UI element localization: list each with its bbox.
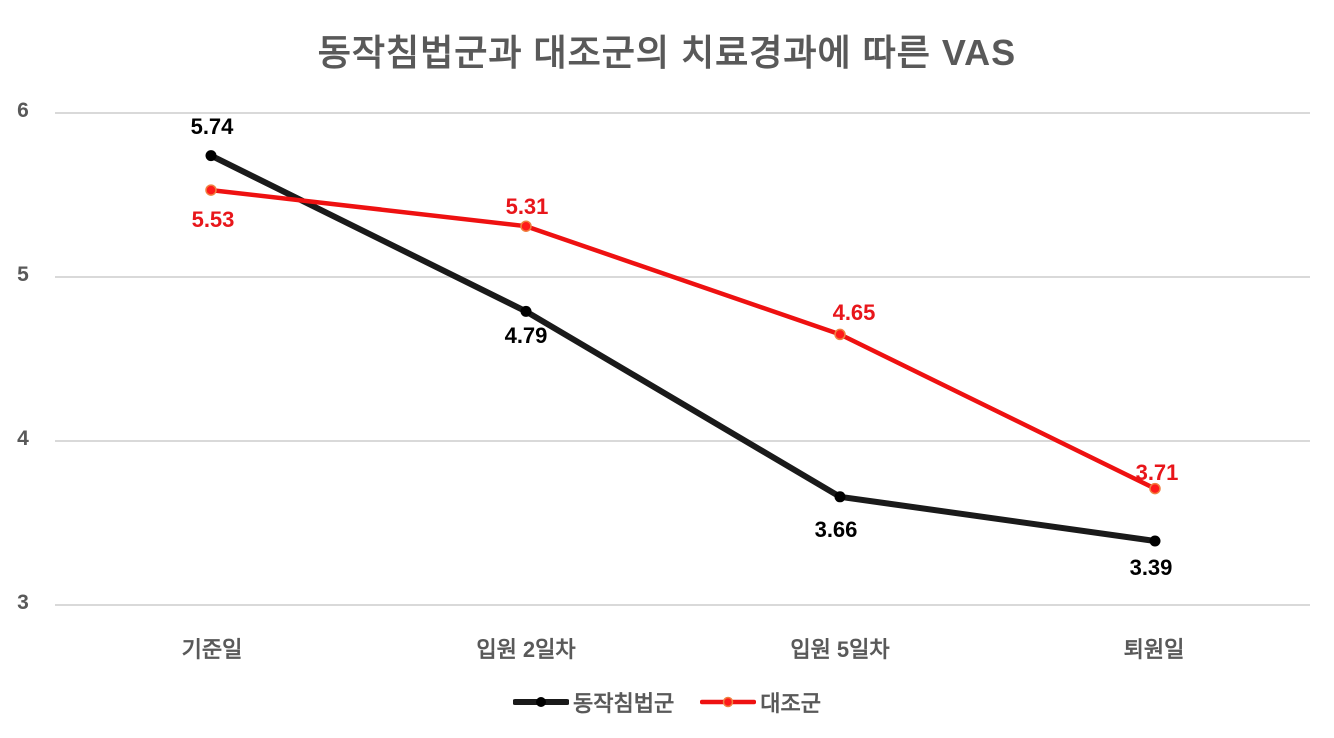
y-tick-5: 5 <box>17 263 29 286</box>
data-point-marker <box>834 328 846 341</box>
data-point-marker <box>1149 535 1161 547</box>
data-label-control-0: 5.53 <box>191 207 235 232</box>
legend-label-control: 대조군 <box>760 691 821 716</box>
x-tick-discharge: 퇴원일 <box>1123 637 1185 662</box>
data-label-treatment-3: 3.39 <box>1129 555 1173 580</box>
legend-line-black-icon <box>513 697 570 707</box>
data-point-marker <box>205 184 217 196</box>
x-tick-baseline: 기준일 <box>181 637 243 662</box>
legend-item-treatment[interactable]: 동작침법군 <box>513 686 674 718</box>
data-markers <box>205 150 1161 547</box>
chart-title: 동작침법군과 대조군의 치료경과에 따른 VAS <box>317 32 1017 73</box>
series-line-treatment <box>209 152 1156 544</box>
y-tick-6: 6 <box>17 99 29 122</box>
data-label-control-3: 3.71 <box>1135 460 1179 485</box>
data-label-treatment-0: 5.74 <box>190 114 234 139</box>
y-tick-3: 3 <box>17 591 29 614</box>
data-point-marker <box>834 491 846 503</box>
data-label-control-2: 4.65 <box>832 300 876 325</box>
data-label-treatment-1: 4.79 <box>504 323 548 348</box>
x-tick-day5: 입원 5일차 <box>790 637 890 662</box>
data-label-treatment-2: 3.66 <box>814 517 858 542</box>
data-point-marker <box>520 220 532 232</box>
legend-item-control[interactable]: 대조군 <box>700 686 821 718</box>
series-line-control <box>210 187 1156 491</box>
y-tick-4: 4 <box>17 427 29 450</box>
data-label-control-1: 5.31 <box>505 194 549 219</box>
data-point-marker <box>205 150 217 162</box>
gridlines <box>55 112 1310 606</box>
legend-line-red-icon <box>700 696 757 708</box>
legend-label-treatment: 동작침법군 <box>573 691 675 716</box>
data-point-marker <box>520 305 532 317</box>
legend: 동작침법군 대조군 <box>0 686 1334 718</box>
data-point-marker <box>1149 482 1161 495</box>
x-tick-day2: 입원 2일차 <box>476 637 576 662</box>
